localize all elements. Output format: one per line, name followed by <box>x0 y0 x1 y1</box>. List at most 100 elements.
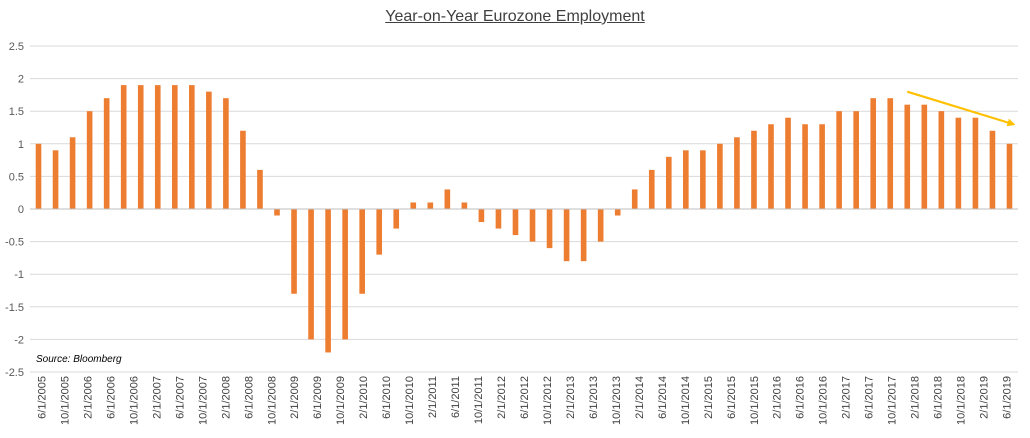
x-tick-label: 10/1/2011 <box>473 376 485 424</box>
x-tick-label: 10/1/2013 <box>611 376 623 425</box>
bar <box>819 124 825 209</box>
chart-title: Year-on-Year Eurozone Employment <box>385 8 645 25</box>
x-tick-label: 6/1/2016 <box>795 376 807 419</box>
bar <box>921 104 928 209</box>
x-tick-label: 6/1/2017 <box>864 376 876 419</box>
bar <box>546 209 553 249</box>
bar <box>206 91 212 209</box>
x-tick-label: 6/1/2014 <box>657 376 669 419</box>
bar <box>359 209 365 294</box>
bar <box>461 202 468 209</box>
x-tick-label: 2/1/2018 <box>910 376 922 419</box>
bar <box>1006 143 1013 209</box>
bar <box>52 150 59 209</box>
gridlines <box>30 45 1018 373</box>
x-tick-label: 6/1/2009 <box>312 376 324 419</box>
x-tick-label: 10/1/2005 <box>59 376 71 425</box>
x-tick-label: 10/1/2006 <box>128 376 140 425</box>
bar <box>700 150 706 209</box>
bar <box>683 150 689 209</box>
y-tick-label: 0.5 <box>9 171 24 183</box>
y-tick-label: 1 <box>18 139 24 151</box>
bar <box>717 143 723 209</box>
bar <box>240 130 246 209</box>
bar <box>35 143 42 209</box>
x-tick-label: 6/1/2018 <box>933 376 945 419</box>
y-tick-label: -1.5 <box>5 302 24 314</box>
bar <box>69 137 76 209</box>
bar <box>563 209 570 262</box>
x-tick-label: 10/1/2017 <box>887 376 899 425</box>
bar <box>887 98 894 209</box>
bar <box>189 85 195 209</box>
bar <box>665 156 672 209</box>
bar <box>734 137 740 209</box>
x-tick-label: 6/1/2013 <box>588 376 600 419</box>
x-tick-label: 10/1/2010 <box>404 376 416 425</box>
bar <box>529 209 536 242</box>
y-tick-label: -2 <box>14 334 24 346</box>
bar <box>86 111 93 209</box>
bar <box>223 98 229 209</box>
x-tick-label: 10/1/2008 <box>266 376 278 425</box>
bar <box>274 209 280 216</box>
x-tick-label: 10/1/2016 <box>818 376 830 425</box>
bar <box>325 209 331 353</box>
bar <box>648 169 655 209</box>
x-tick-label: 2/1/2015 <box>703 376 715 419</box>
x-tick-label: 2/1/2007 <box>151 376 163 419</box>
trend-arrow <box>906 90 1016 127</box>
y-tick-label: -2.5 <box>5 367 24 379</box>
bar <box>444 189 451 209</box>
x-tick-label: 6/1/2011 <box>450 376 462 418</box>
bar <box>597 209 604 242</box>
x-tick-label: 10/1/2009 <box>335 376 347 425</box>
x-tick-label: 6/1/2007 <box>174 376 186 419</box>
x-tick-label: 2/1/2017 <box>841 376 853 419</box>
y-tick-label: 2 <box>18 74 24 86</box>
bar <box>904 104 911 209</box>
x-tick-label: 2/1/2010 <box>358 376 370 419</box>
x-tick-label: 2/1/2009 <box>289 376 301 419</box>
x-tick-label: 10/1/2012 <box>542 376 554 425</box>
x-tick-label: 6/1/2008 <box>243 376 255 419</box>
x-tick-label: 10/1/2014 <box>680 376 692 425</box>
bar <box>768 124 774 209</box>
bar <box>171 85 178 209</box>
bar <box>751 130 757 209</box>
bar <box>427 202 434 209</box>
x-tick-label: 2/1/2013 <box>565 376 577 419</box>
bar <box>291 209 297 294</box>
bar <box>631 189 638 209</box>
x-tick-label: 2/1/2016 <box>772 376 784 419</box>
bar <box>103 98 110 209</box>
y-tick-label: -0.5 <box>5 237 24 249</box>
x-tick-label: 2/1/2006 <box>82 376 94 419</box>
bar <box>614 209 621 216</box>
x-tick-label: 6/1/2005 <box>36 376 48 419</box>
x-tick-label: 2/1/2014 <box>634 376 646 419</box>
bar <box>955 117 962 209</box>
x-tick-label: 2/1/2012 <box>496 376 508 419</box>
x-tick-label: 6/1/2019 <box>1002 376 1014 419</box>
x-axis-tick-labels: 6/1/2005 10/1/2005 2/1/2006 6/1/2006 10/1/20… <box>36 376 1013 425</box>
x-tick-label: 10/1/2015 <box>749 376 761 425</box>
trend-arrow-line <box>906 90 1016 127</box>
x-tick-label: 2/1/2008 <box>220 376 232 419</box>
x-tick-label: 6/1/2006 <box>105 376 117 419</box>
source-note: Source: Bloomberg <box>36 354 122 365</box>
y-axis-tick-labels: 2.5 2 1.5 1 0.5 0 -0.5 -1 -1.5 -2 -2.5 <box>5 41 24 379</box>
bar <box>580 209 587 262</box>
x-tick-label: 10/1/2007 <box>197 376 209 425</box>
bar <box>308 209 314 340</box>
bar <box>478 209 485 223</box>
x-tick-label: 6/1/2012 <box>519 376 531 419</box>
bar <box>785 117 791 209</box>
bar <box>342 209 348 340</box>
bar <box>938 111 945 209</box>
bar <box>870 98 877 209</box>
bar <box>853 111 859 209</box>
bars <box>35 85 1013 353</box>
bar <box>257 169 263 209</box>
